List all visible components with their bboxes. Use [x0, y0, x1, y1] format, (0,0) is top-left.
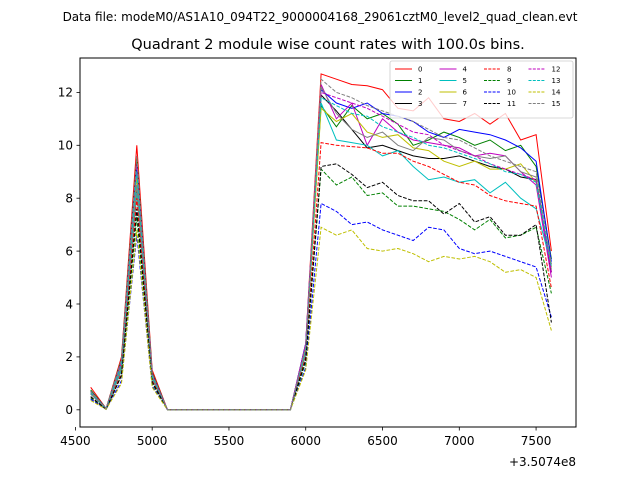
series-line-12: [90, 91, 552, 411]
series-line-11: [90, 163, 552, 411]
y-tick-label: 8: [65, 191, 73, 205]
series-layer: [90, 73, 552, 411]
series-line-13: [90, 96, 552, 411]
x-tick-label: 5000: [137, 434, 168, 448]
x-tick-label: 7500: [521, 434, 552, 448]
series-line-10: [90, 202, 552, 411]
chart-suptitle: Data file: modeM0/AS1A10_094T22_90000041…: [63, 10, 578, 24]
legend-label-3: 3: [418, 100, 422, 108]
y-tick-label: 6: [65, 244, 73, 258]
legend-label-2: 2: [418, 89, 422, 97]
legend-label-9: 9: [507, 77, 511, 85]
legend-label-6: 6: [463, 89, 468, 97]
legend-label-11: 11: [507, 100, 516, 108]
chart-title: Quadrant 2 module wise count rates with …: [131, 37, 525, 53]
series-line-5: [90, 102, 552, 411]
legend-box: [389, 60, 574, 119]
y-tick-label: 0: [65, 403, 73, 417]
series-line-0: [90, 73, 552, 411]
legend-label-1: 1: [418, 77, 422, 85]
series-line-1: [90, 104, 552, 411]
legend-label-14: 14: [552, 89, 561, 97]
x-tick-label: 7000: [444, 434, 475, 448]
y-axis: 0 2 4 6 8 10 12: [58, 86, 80, 417]
plot-frame: [79, 57, 577, 428]
legend-label-7: 7: [463, 100, 467, 108]
legend-label-5: 5: [463, 77, 467, 85]
x-tick-label: 6500: [367, 434, 398, 448]
series-line-15: [90, 78, 552, 411]
legend-label-4: 4: [463, 66, 468, 74]
y-tick-label: 10: [58, 139, 73, 153]
series-line-7: [90, 85, 552, 411]
series-line-8: [90, 142, 552, 411]
x-tick-label: 4500: [60, 434, 91, 448]
legend-label-0: 0: [418, 66, 422, 74]
series-line-2: [90, 88, 552, 411]
x-tick-label: 5500: [214, 434, 245, 448]
x-tick-label: 6000: [290, 434, 321, 448]
legend-label-13: 13: [552, 77, 561, 85]
x-axis: 4500 5000 5500 6000 6500 7000 7500: [60, 427, 551, 448]
y-tick-label: 4: [65, 297, 73, 311]
y-tick-label: 12: [58, 86, 73, 100]
series-line-14: [90, 226, 552, 411]
legend-label-10: 10: [507, 89, 516, 97]
legend-label-15: 15: [552, 100, 561, 108]
y-tick-label: 2: [65, 350, 73, 364]
series-line-6: [90, 107, 552, 411]
x-offset-label: +3.5074e8: [509, 455, 576, 469]
legend-label-12: 12: [552, 66, 561, 74]
legend-label-8: 8: [507, 66, 511, 74]
plot-area: [79, 57, 577, 428]
